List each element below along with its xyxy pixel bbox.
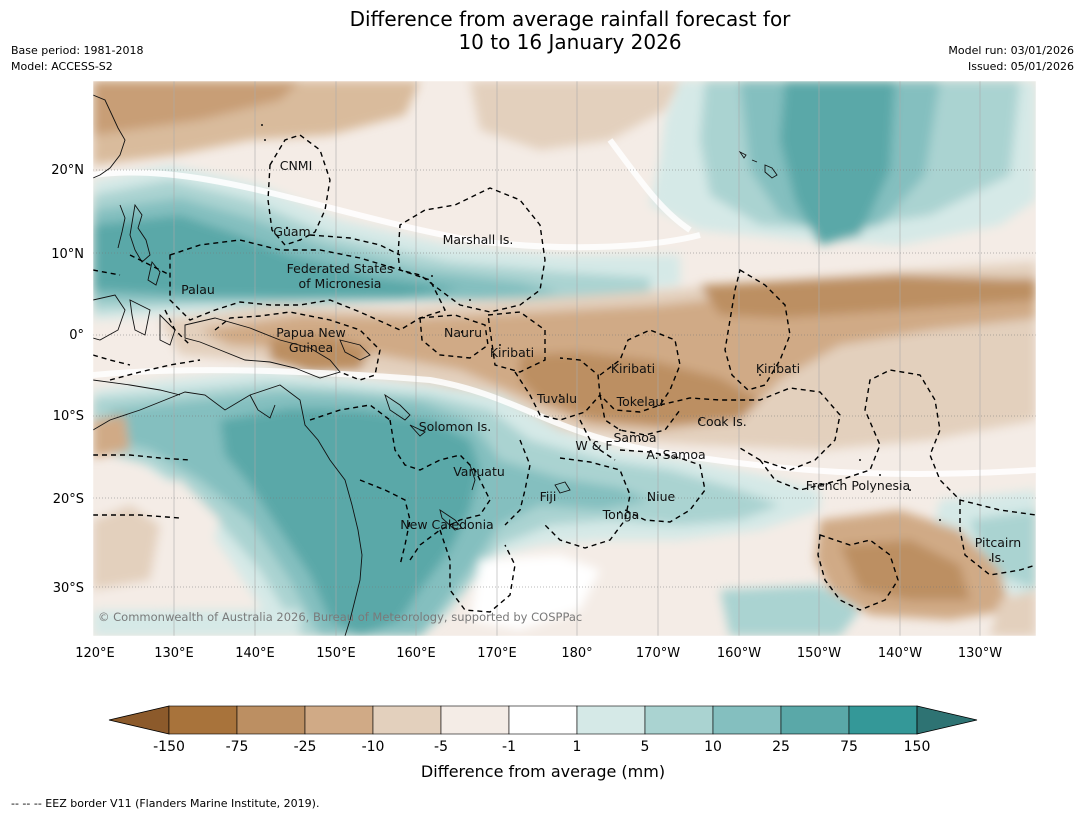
rainfall-field [93, 81, 1036, 636]
region-label: Cook Is. [697, 414, 746, 429]
region-label: Solomon Is. [419, 419, 492, 434]
longitude-labels: 120°E 130°E 140°E 150°E 160°E 170°E 180°… [75, 646, 1002, 661]
coastlines [93, 94, 778, 636]
region-label: Marshall Is. [443, 232, 514, 247]
meridians [173, 81, 981, 636]
title-line-2: 10 to 16 January 2026 [458, 30, 682, 54]
model-run: Model run: 03/01/2026 [948, 44, 1074, 57]
colorbar-tick-label: -5 [434, 739, 448, 755]
region-label: Palau [181, 282, 215, 297]
region-label: Fiji [540, 489, 557, 504]
lon-label: 180° [561, 646, 592, 661]
lon-label: 170°E [477, 646, 517, 661]
colorbar-tick-label: 75 [840, 739, 858, 755]
colorbar-tick-label: 10 [704, 739, 722, 755]
region-label: Papua New [276, 325, 345, 340]
colorbar-swatch [508, 705, 578, 735]
region-label: Pitcairn [975, 535, 1021, 550]
base-period: Base period: 1981-2018 [11, 44, 144, 57]
colorbar-tick-label: -75 [226, 739, 249, 755]
colorbar-tick-label: -10 [362, 739, 385, 755]
colorbar-swatch [440, 705, 510, 735]
region-label: of Micronesia [299, 276, 382, 291]
map-frame [92, 80, 1037, 637]
region-label: Nauru [444, 325, 482, 340]
lon-label: 130°E [154, 646, 194, 661]
region-labels: CNMI Guam Marshall Is. Federated States … [181, 158, 1021, 565]
colorbar-swatch [848, 705, 918, 735]
region-label: Tuvalu [536, 391, 577, 406]
colorbar-tick-label: 25 [772, 739, 790, 755]
region-label: CNMI [280, 158, 313, 173]
title-line-1: Difference from average rainfall forecas… [349, 7, 791, 31]
island-dots [261, 124, 991, 561]
colorbar-title: Difference from average (mm) [421, 762, 665, 781]
region-label: Kiribati [490, 345, 534, 360]
region-label: Is. [991, 550, 1005, 565]
colorbar-legend: -150 -75 -25 -10 -5 -1 1 5 10 25 75 150 [108, 705, 978, 755]
colorbar-tick-label: 150 [904, 739, 931, 755]
colorbar-swatch [712, 705, 782, 735]
region-label: Kiribati [611, 361, 655, 376]
colorbar-swatch [576, 705, 646, 735]
colorbar-tick-label: -1 [502, 739, 516, 755]
region-label: Kiribati [756, 361, 800, 376]
issued-date: Issued: 05/01/2026 [967, 60, 1074, 73]
region-label: French Polynesia [806, 478, 910, 493]
lon-label: 140°E [235, 646, 275, 661]
colorbar-arrow-low [108, 705, 170, 735]
eez-source-note: -- -- -- EEZ border V11 (Flanders Marine… [11, 797, 320, 810]
region-label: Tonga [602, 507, 640, 522]
lat-label: 10°N [51, 247, 84, 262]
meta-left: Base period: 1981-2018 Model: ACCESS-S2 [11, 43, 143, 75]
region-label: Samoa [613, 430, 656, 445]
lat-label: 20°N [51, 163, 84, 178]
region-label: Niue [647, 489, 676, 504]
lon-label: 120°E [75, 646, 115, 661]
region-label: Guam [273, 224, 310, 239]
region-label: New Caledonia [400, 517, 493, 532]
colorbar-tick-label: -150 [153, 739, 185, 755]
lon-label: 140°W [878, 646, 922, 661]
lon-label: 170°W [636, 646, 680, 661]
colorbar-swatch [236, 705, 306, 735]
colorbar-swatch [644, 705, 714, 735]
lon-label: 130°W [958, 646, 1002, 661]
lon-label: 150°W [797, 646, 841, 661]
region-label: W & F [575, 438, 612, 453]
graticule [93, 169, 1036, 588]
region-label: Vanuatu [453, 464, 505, 479]
region-label: A. Samoa [646, 447, 705, 462]
eez-borders [93, 134, 1036, 613]
colorbar-tick-label: 5 [641, 739, 650, 755]
lat-label: 20°S [53, 492, 84, 507]
colorbar-tick-label: -25 [294, 739, 317, 755]
region-label: Tokelau [616, 394, 664, 409]
meta-right: Model run: 03/01/2026 Issued: 05/01/2026 [948, 43, 1074, 75]
lat-label: 0° [69, 328, 84, 343]
copyright-notice: © Commonwealth of Australia 2026, Bureau… [98, 610, 582, 624]
model-name: Model: ACCESS-S2 [11, 60, 113, 73]
colorbar-swatch [372, 705, 442, 735]
colorbar-swatch [304, 705, 374, 735]
lon-label: 150°E [316, 646, 356, 661]
colorbar-swatch [168, 705, 238, 735]
colorbar-arrow-high [916, 705, 978, 735]
colorbar-tick-label: 1 [573, 739, 582, 755]
map-title: Difference from average rainfall forecas… [0, 8, 1085, 54]
latitude-labels: 20°N 10°N 0° 10°S 20°S 30°S [51, 163, 84, 596]
region-label: Federated States [287, 261, 394, 276]
lat-label: 10°S [53, 409, 84, 424]
lon-label: 160°E [396, 646, 436, 661]
lat-label: 30°S [53, 581, 84, 596]
colorbar-swatch [780, 705, 850, 735]
lon-label: 160°W [717, 646, 761, 661]
region-label: Guinea [289, 340, 333, 355]
